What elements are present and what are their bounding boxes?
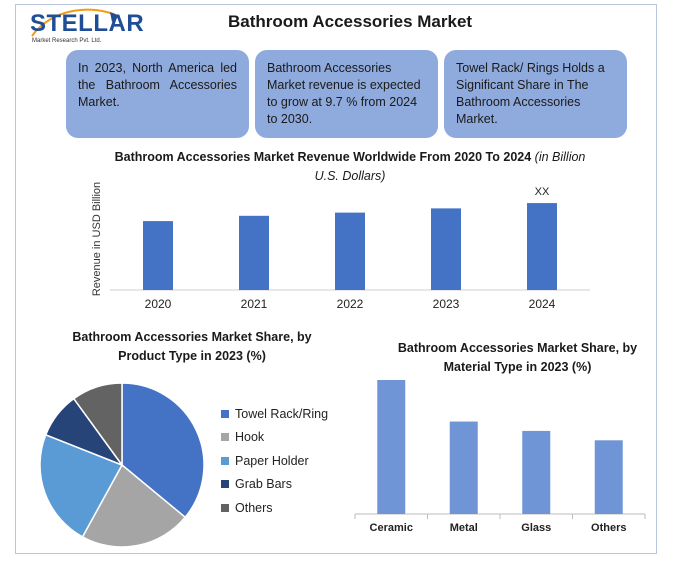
company-logo: STELLAR Market Research Pvt. Ltd.: [22, 6, 144, 50]
legend-label: Hook: [235, 430, 265, 445]
material-bar-others: [594, 440, 623, 514]
pie-slice-towel-rack-ring: [121, 382, 205, 519]
callout-towel-rack: Towel Rack/ Rings Holds a Significant Sh…: [444, 50, 627, 138]
legend-label: Others: [235, 500, 273, 515]
revenue-bar-2024: [527, 203, 557, 290]
callout-growth-rate: Bathroom Accessories Market revenue is e…: [255, 50, 438, 138]
revenue-annotation-2024: XX: [535, 186, 550, 198]
material-tick-ceramic: Ceramic: [370, 522, 413, 534]
revenue-tick-2024: 2024: [529, 297, 556, 311]
revenue-bar-2022: [335, 212, 365, 290]
product-share-title: Bathroom Accessories Market Share, by Pr…: [72, 330, 312, 363]
logo-swoosh: [31, 8, 120, 37]
revenue-chart-unit: (in Billion U.S. Dollars): [314, 150, 586, 183]
pie-slice-hook: [81, 463, 187, 548]
revenue-chart-title-text: Bathroom Accessories Market Revenue Worl…: [114, 150, 532, 164]
legend-label: Grab Bars: [235, 477, 292, 492]
legend-item-others: Others: [221, 496, 328, 520]
pie-slice-paper-holder: [39, 433, 124, 538]
callout-north-america: In 2023, North America led the Bathroom …: [66, 50, 249, 138]
material-tick-others: Others: [591, 522, 626, 534]
legend-swatch: [221, 480, 229, 489]
product-share-legend: Towel Rack/Ring Hook Paper Holder Grab Bars…: [221, 402, 328, 520]
material-share-title: Bathroom Accessories Market Share, by Ma…: [397, 341, 638, 374]
logo-wordmark: STELLAR: [30, 10, 145, 37]
revenue-tick-2021: 2021: [241, 297, 268, 311]
revenue-bar-2020: [143, 221, 173, 290]
material-bar-ceramic: [377, 380, 406, 514]
material-tick-metal: Metal: [450, 522, 478, 534]
revenue-bar-chart: Revenue in USD Billion 2020 2021 2022 2023 20…: [91, 182, 590, 311]
legend-item-hook: Hook: [221, 426, 328, 450]
material-share-bar-chart: Ceramic Metal Glass Others: [354, 380, 646, 534]
legend-swatch: [221, 433, 229, 442]
logo-tagline: Market Research Pvt. Ltd.: [32, 38, 102, 44]
revenue-y-axis-label: Revenue in USD Billion: [91, 182, 103, 296]
legend-swatch: [221, 503, 229, 512]
legend-item-grab-bars: Grab Bars: [221, 473, 328, 497]
legend-swatch: [221, 456, 229, 465]
material-tick-glass: Glass: [521, 522, 551, 534]
legend-item-towel-rack-ring: Towel Rack/Ring: [221, 402, 328, 426]
legend-item-paper-holder: Paper Holder: [221, 449, 328, 473]
material-bar-glass: [522, 430, 551, 514]
revenue-tick-2023: 2023: [433, 297, 460, 311]
revenue-bar-2021: [239, 215, 269, 290]
pie-slice-others: [72, 382, 123, 468]
revenue-chart-title: Bathroom Accessories Market Revenue Worl…: [110, 148, 590, 186]
revenue-tick-2020: 2020: [145, 297, 172, 311]
revenue-tick-2022: 2022: [337, 297, 364, 311]
revenue-bar-2023: [431, 208, 461, 290]
legend-label: Paper Holder: [235, 453, 309, 468]
page-title: Bathroom Accessories Market: [228, 12, 473, 31]
material-bar-metal: [449, 421, 478, 514]
legend-label: Towel Rack/Ring: [235, 406, 329, 421]
legend-swatch: [221, 409, 229, 418]
product-share-pie-chart: [39, 382, 205, 548]
